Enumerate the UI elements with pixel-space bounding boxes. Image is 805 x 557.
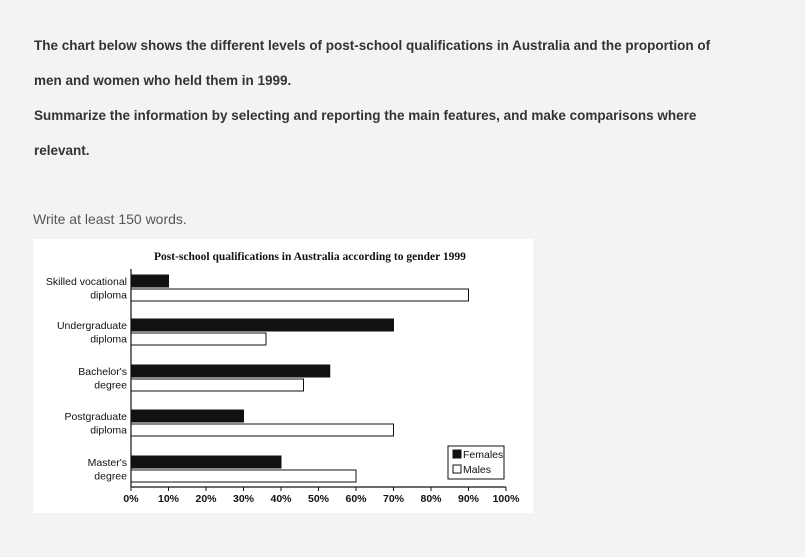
bar-females-1 [130,318,394,332]
category-label: diploma [90,425,127,437]
task-prompt: The chart below shows the different leve… [34,34,774,174]
bar-males-4 [130,469,357,483]
bar-females-0 [130,274,169,288]
bar-females-3 [130,409,244,423]
bar-males-1 [130,332,267,346]
x-tick-label: 80% [420,493,442,505]
legend-label-males: Males [463,464,491,476]
x-tick-label: 20% [195,493,217,505]
legend-swatch-males [452,464,462,474]
x-tick-label: 40% [270,493,292,505]
legend-swatch-females [452,449,462,459]
prompt-line: Summarize the information by selecting a… [34,108,697,123]
bar-females-4 [130,455,282,469]
x-tick-label: 10% [158,493,180,505]
bar-males-0 [130,288,469,302]
x-tick-label: 100% [493,493,521,505]
prompt-line: men and women who held them in 1999. [34,73,292,88]
chart-title: Post-school qualifications in Australia … [154,251,466,263]
category-label: Bachelor's [78,366,127,378]
category-label: diploma [90,334,127,346]
prompt-line: The chart below shows the different leve… [34,38,711,53]
category-label: Undergraduate [57,320,127,332]
prompt-line: relevant. [34,143,90,158]
chart-image: Post-school qualifications in Australia … [33,239,533,513]
category-label: Skilled vocational [46,276,127,288]
category-label: degree [94,380,127,392]
bar-males-2 [130,378,304,392]
bar-females-2 [130,364,331,378]
bar-males-3 [130,423,394,437]
x-tick-label: 70% [383,493,405,505]
category-label: diploma [90,290,127,302]
category-label: Master's [88,457,127,469]
x-tick-label: 0% [123,493,139,505]
x-tick-label: 30% [233,493,255,505]
x-tick-label: 50% [308,493,330,505]
bar-chart: Post-school qualifications in Australia … [46,251,521,505]
category-label: degree [94,471,127,483]
word-count-instruction: Write at least 150 words. [33,211,187,227]
legend-label-females: Females [463,449,503,461]
category-label: Postgraduate [65,411,128,423]
x-tick-label: 60% [345,493,367,505]
x-tick-label: 90% [458,493,480,505]
